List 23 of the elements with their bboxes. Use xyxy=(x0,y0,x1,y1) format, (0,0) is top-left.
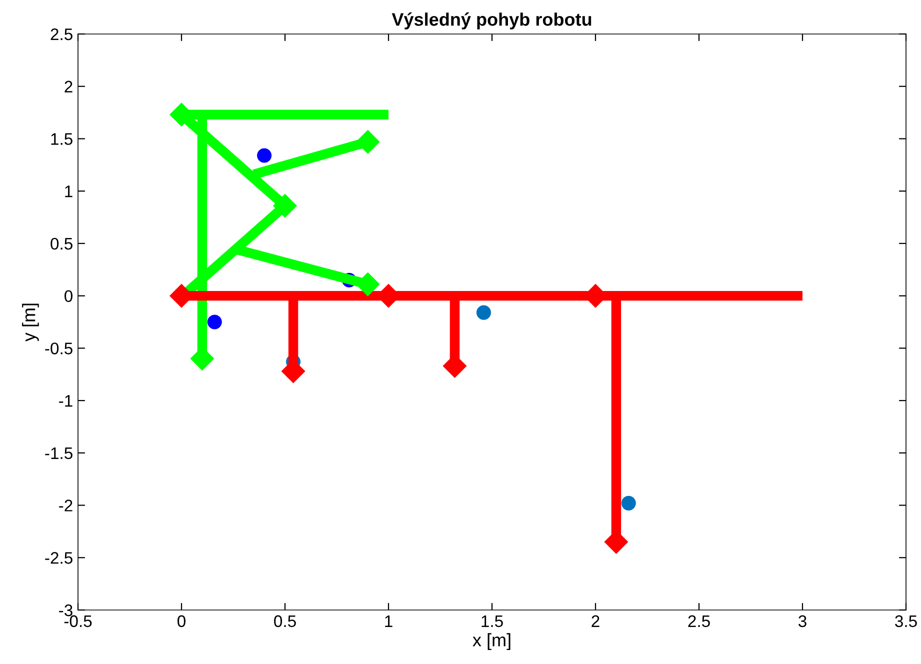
x-tick-label: 3 xyxy=(798,615,806,628)
y-tick-label: -0.5 xyxy=(45,342,72,354)
x-tick-label: 2.5 xyxy=(688,615,710,628)
y-tick-label: -1 xyxy=(59,395,72,407)
y-axis-title: y [m] xyxy=(22,304,39,342)
y-tick-label: 1 xyxy=(65,186,72,198)
x-tick-label: 2 xyxy=(592,615,600,627)
y-tick-label: 0.5 xyxy=(50,238,72,250)
chart-title: Výsledný pohyb robotu xyxy=(392,12,592,30)
y-tick-label: -2.5 xyxy=(45,552,72,564)
x-axis-title: x [m] xyxy=(472,633,510,650)
y-tick-label: -3 xyxy=(59,604,72,616)
x-tick-label: 1.5 xyxy=(482,615,503,628)
y-tick-label: -1.5 xyxy=(45,447,72,460)
x-tick-label: 0 xyxy=(178,615,186,628)
y-tick-label: 2 xyxy=(64,80,72,92)
y-tick-label: 0 xyxy=(64,290,72,302)
y-tick-label: 1.5 xyxy=(51,133,72,145)
x-tick-label: 1 xyxy=(385,615,392,627)
y-tick-label: -2 xyxy=(59,500,72,512)
x-tick-label: 3.5 xyxy=(895,615,917,628)
x-tick-label: 0.5 xyxy=(274,615,296,628)
y-tick-label: 2.5 xyxy=(50,28,72,40)
